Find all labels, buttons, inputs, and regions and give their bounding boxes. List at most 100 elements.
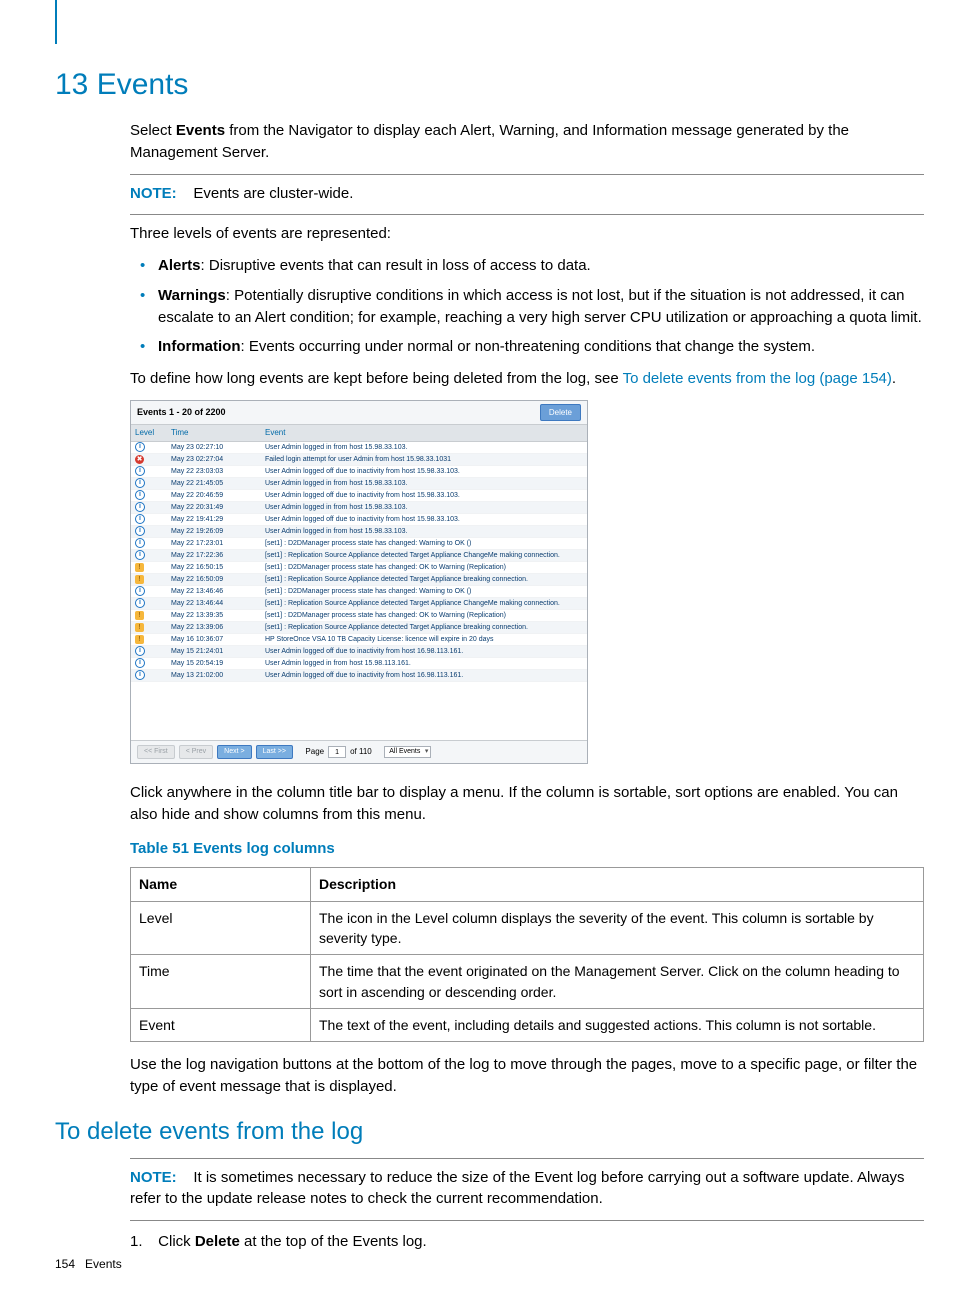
evlog-cell-level: i — [131, 502, 167, 512]
evlog-row[interactable]: iMay 15 21:24:01User Admin logged off du… — [131, 646, 587, 658]
levels-intro: Three levels of events are represented: — [130, 223, 924, 245]
evlog-cell-time: May 23 02:27:04 — [167, 455, 261, 464]
evlog-row[interactable]: iMay 13 21:02:00User Admin logged off du… — [131, 670, 587, 682]
evlog-cell-event: User Admin logged in from host 15.98.113… — [261, 659, 587, 668]
chapter-title: 13 Events — [55, 68, 924, 102]
evlog-row[interactable]: iMay 22 19:26:09User Admin logged in fro… — [131, 526, 587, 538]
evlog-cell-level: i — [131, 514, 167, 524]
delete-note-text: It is sometimes necessary to reduce the … — [130, 1169, 905, 1208]
pager-page-input[interactable] — [328, 746, 346, 758]
evlog-row[interactable]: iMay 15 20:54:19User Admin logged in fro… — [131, 658, 587, 670]
warning-icon: ! — [135, 563, 144, 572]
note-label: NOTE: — [130, 1169, 177, 1186]
evlog-cell-event: [set1] : Replication Source Appliance de… — [261, 623, 587, 632]
evlog-rows: iMay 23 02:27:10User Admin logged in fro… — [131, 442, 587, 682]
evlog-cell-time: May 22 19:26:09 — [167, 527, 261, 536]
table-row: TimeThe time that the event originated o… — [131, 955, 924, 1009]
evlog-cell-level: i — [131, 670, 167, 680]
info-icon: i — [135, 598, 145, 608]
evlog-row[interactable]: !May 22 13:39:35[set1] : D2DManager proc… — [131, 610, 587, 622]
evlog-cell-event: [set1] : D2DManager process state has ch… — [261, 539, 587, 548]
evlog-cell-time: May 22 16:50:09 — [167, 575, 261, 584]
evlog-row[interactable]: ✖ May 23 02:27:04Failed login attempt for… — [131, 454, 587, 466]
info-icon: i — [135, 466, 145, 476]
pager-filter-select[interactable]: All Events — [384, 746, 431, 758]
pager-first[interactable]: << First — [137, 745, 175, 759]
evlog-cell-time: May 16 10:36:07 — [167, 635, 261, 644]
pager-prev[interactable]: < Prev — [179, 745, 213, 759]
evlog-cell-time: May 22 17:23:01 — [167, 539, 261, 548]
intro-para: Select Events from the Navigator to disp… — [130, 120, 924, 164]
pager-next[interactable]: Next > — [217, 745, 251, 759]
evlog-row[interactable]: i May 22 17:22:36[set1] : Replication Sou… — [131, 550, 587, 562]
evlog-cell-level: i — [131, 658, 167, 668]
levels-list-item: Alerts: Disruptive events that can resul… — [130, 255, 924, 277]
evlog-row[interactable]: iMay 23 02:27:10User Admin logged in fro… — [131, 442, 587, 454]
evlog-row[interactable]: iMay 22 20:31:49User Admin logged in fro… — [131, 502, 587, 514]
table-caption: Table 51 Events log columns — [130, 838, 924, 860]
delete-section-heading: To delete events from the log — [55, 1118, 924, 1146]
delete-note: NOTE: It is sometimes necessary to reduc… — [130, 1167, 924, 1211]
warning-icon: ! — [135, 623, 144, 632]
evlog-cell-time: May 15 21:24:01 — [167, 647, 261, 656]
evlog-row[interactable]: iMay 22 19:41:29User Admin logged off du… — [131, 514, 587, 526]
evlog-cell-level: i — [131, 526, 167, 536]
info-icon: i — [135, 502, 145, 512]
evlog-cell-level: ! — [131, 623, 167, 632]
evlog-cell-event: [set1] : D2DManager process state has ch… — [261, 611, 587, 620]
evlog-row[interactable]: !May 22 13:39:06[set1] : Replication Sou… — [131, 622, 587, 634]
evlog-row[interactable]: iMay 22 20:46:59User Admin logged off du… — [131, 490, 587, 502]
evlog-cell-event: [set1] : Replication Source Appliance de… — [261, 551, 587, 560]
evlog-col-time[interactable]: Time — [167, 425, 261, 441]
evlog-cell-time: May 22 17:22:36 — [167, 551, 261, 560]
define-post: . — [892, 370, 896, 387]
divider — [130, 1220, 924, 1221]
cell-name: Level — [131, 901, 311, 955]
evlog-cell-event: [set1] : D2DManager process state has ch… — [261, 563, 587, 572]
evlog-col-event[interactable]: Event — [261, 425, 587, 441]
evlog-cell-time: May 15 20:54:19 — [167, 659, 261, 668]
evlog-cell-level: i — [131, 478, 167, 488]
decorative-rule — [55, 0, 57, 44]
evlog-col-level[interactable]: Level — [131, 425, 167, 441]
evlog-cell-event: Failed login attempt for user Admin from… — [261, 455, 587, 464]
nav-para: Use the log navigation buttons at the bo… — [130, 1054, 924, 1098]
levels-list-item: Information: Events occurring under norm… — [130, 336, 924, 358]
evlog-cell-event: User Admin logged in from host 15.98.33.… — [261, 443, 587, 452]
info-icon: i — [135, 550, 145, 560]
delete-events-link[interactable]: To delete events from the log (page 154) — [623, 370, 892, 387]
evlog-row[interactable]: !May 22 16:50:15[set1] : D2DManager proc… — [131, 562, 587, 574]
evlog-cell-event: User Admin logged in from host 15.98.33.… — [261, 479, 587, 488]
evlog-row[interactable]: iMay 22 21:45:05User Admin logged in fro… — [131, 478, 587, 490]
post-log-para: Click anywhere in the column title bar t… — [130, 782, 924, 826]
table-row: EventThe text of the event, including de… — [131, 1008, 924, 1041]
evlog-row[interactable]: iMay 22 13:46:46[set1] : D2DManager proc… — [131, 586, 587, 598]
step-1-text: Click Delete at the top of the Events lo… — [158, 1233, 427, 1250]
evlog-cell-level: ✖ — [131, 455, 167, 464]
info-icon: i — [135, 442, 145, 452]
evlog-row[interactable]: iMay 22 13:46:44[set1] : Replication Sou… — [131, 598, 587, 610]
evlog-cell-time: May 22 13:39:35 — [167, 611, 261, 620]
alert-icon: ✖ — [135, 455, 144, 464]
evlog-delete-button[interactable]: Delete — [540, 404, 581, 422]
evlog-header-row[interactable]: Level Time Event — [131, 425, 587, 442]
evlog-row[interactable]: iMay 22 17:23:01[set1] : D2DManager proc… — [131, 538, 587, 550]
cell-name: Event — [131, 1008, 311, 1041]
levels-list-item: Warnings: Potentially disruptive conditi… — [130, 285, 924, 329]
evlog-cell-time: May 22 19:41:29 — [167, 515, 261, 524]
evlog-row[interactable]: !May 22 16:50:09[set1] : Replication Sou… — [131, 574, 587, 586]
pager-last[interactable]: Last >> — [256, 745, 293, 759]
th-name: Name — [131, 868, 311, 901]
info-icon: i — [135, 670, 145, 680]
evlog-cell-event: [set1] : Replication Source Appliance de… — [261, 599, 587, 608]
step-1: 1. Click Delete at the top of the Events… — [130, 1231, 924, 1253]
evlog-row[interactable]: !May 16 10:36:07HP StoreOnce VSA 10 TB C… — [131, 634, 587, 646]
evlog-cell-event: User Admin logged off due to inactivity … — [261, 515, 587, 524]
pager-page-label: Page — [305, 746, 324, 758]
evlog-cell-time: May 22 23:03:03 — [167, 467, 261, 476]
evlog-cell-event: User Admin logged off due to inactivity … — [261, 491, 587, 500]
evlog-cell-level: i — [131, 490, 167, 500]
evlog-cell-event: User Admin logged off due to inactivity … — [261, 647, 587, 656]
evlog-row[interactable]: iMay 22 23:03:03User Admin logged off du… — [131, 466, 587, 478]
cell-name: Time — [131, 955, 311, 1009]
